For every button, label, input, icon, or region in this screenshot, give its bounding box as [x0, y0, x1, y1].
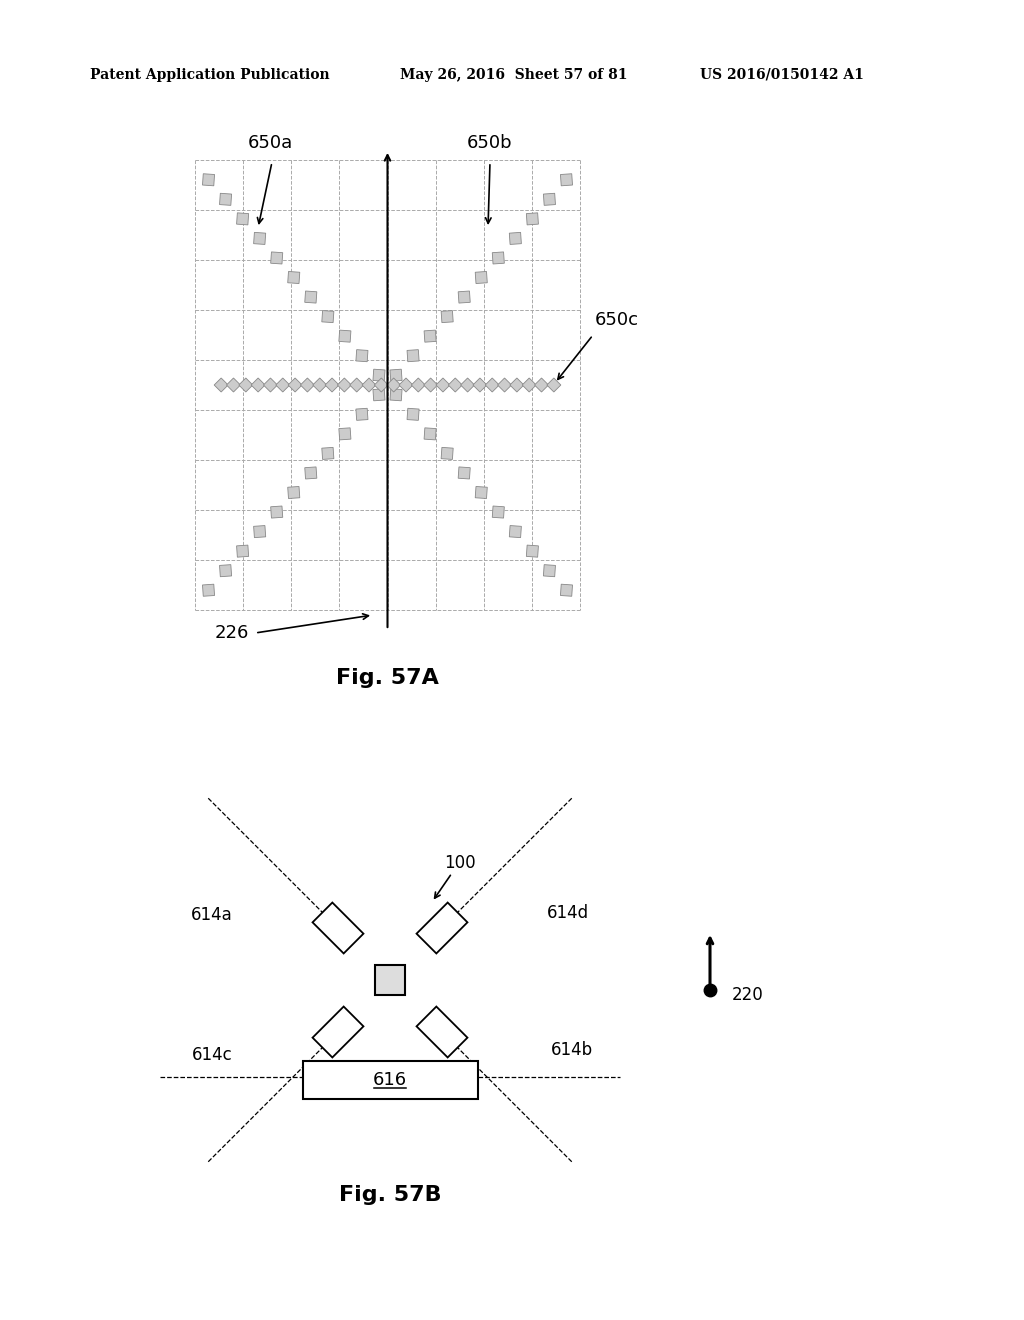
Polygon shape	[237, 545, 249, 557]
Polygon shape	[412, 378, 425, 392]
Polygon shape	[339, 330, 351, 342]
Polygon shape	[417, 903, 467, 953]
Text: 220: 220	[732, 986, 764, 1005]
Text: Fig. 57A: Fig. 57A	[336, 668, 439, 688]
Text: 650c: 650c	[595, 312, 639, 329]
Polygon shape	[356, 408, 368, 420]
Polygon shape	[373, 370, 385, 381]
Polygon shape	[544, 193, 555, 206]
Polygon shape	[203, 585, 215, 597]
Polygon shape	[441, 447, 454, 459]
Polygon shape	[339, 428, 351, 440]
Text: US 2016/0150142 A1: US 2016/0150142 A1	[700, 69, 864, 82]
Polygon shape	[270, 252, 283, 264]
Polygon shape	[337, 378, 351, 392]
Polygon shape	[526, 213, 539, 224]
Text: Fig. 57B: Fig. 57B	[339, 1185, 441, 1205]
Polygon shape	[237, 213, 249, 224]
Text: 650b: 650b	[467, 135, 513, 152]
Polygon shape	[473, 378, 486, 392]
Polygon shape	[560, 174, 572, 186]
Polygon shape	[493, 252, 505, 264]
Polygon shape	[263, 378, 278, 392]
Polygon shape	[547, 378, 561, 392]
Polygon shape	[498, 378, 512, 392]
Text: 614a: 614a	[191, 906, 232, 924]
Text: 616: 616	[373, 1071, 408, 1089]
Text: 614c: 614c	[191, 1045, 232, 1064]
Polygon shape	[219, 193, 231, 206]
Polygon shape	[288, 272, 300, 284]
Polygon shape	[417, 1007, 467, 1057]
Polygon shape	[475, 487, 487, 499]
Polygon shape	[458, 467, 470, 479]
Polygon shape	[325, 378, 339, 392]
Polygon shape	[407, 408, 419, 420]
Polygon shape	[544, 565, 555, 577]
Polygon shape	[493, 506, 505, 517]
Polygon shape	[526, 545, 539, 557]
Text: 226: 226	[215, 624, 249, 642]
Text: 614b: 614b	[551, 1041, 593, 1059]
Polygon shape	[322, 447, 334, 459]
Polygon shape	[390, 389, 402, 401]
Polygon shape	[485, 378, 500, 392]
Polygon shape	[424, 378, 437, 392]
Polygon shape	[449, 378, 462, 392]
Polygon shape	[312, 378, 327, 392]
Polygon shape	[461, 378, 474, 392]
Polygon shape	[270, 506, 283, 517]
Polygon shape	[424, 330, 436, 342]
Polygon shape	[373, 389, 385, 401]
Polygon shape	[535, 378, 549, 392]
Polygon shape	[203, 174, 215, 186]
Polygon shape	[219, 565, 231, 577]
Polygon shape	[254, 525, 265, 537]
Text: 650a: 650a	[248, 135, 293, 152]
Text: 100: 100	[444, 854, 476, 873]
Polygon shape	[560, 585, 572, 597]
Polygon shape	[288, 378, 302, 392]
Polygon shape	[475, 272, 487, 284]
Polygon shape	[312, 903, 364, 953]
Polygon shape	[214, 378, 228, 392]
Polygon shape	[375, 965, 406, 995]
Polygon shape	[509, 232, 521, 244]
Text: 614d: 614d	[547, 904, 589, 921]
Polygon shape	[300, 378, 314, 392]
Polygon shape	[356, 350, 368, 362]
Polygon shape	[387, 378, 400, 392]
Polygon shape	[375, 378, 388, 392]
Polygon shape	[362, 378, 376, 392]
Polygon shape	[251, 378, 265, 392]
Polygon shape	[288, 487, 300, 499]
Polygon shape	[305, 290, 316, 304]
Polygon shape	[441, 310, 454, 322]
Polygon shape	[399, 378, 413, 392]
Polygon shape	[275, 378, 290, 392]
Polygon shape	[390, 370, 402, 381]
Polygon shape	[305, 467, 316, 479]
Polygon shape	[254, 232, 265, 244]
Polygon shape	[458, 290, 470, 304]
Text: Patent Application Publication: Patent Application Publication	[90, 69, 330, 82]
Polygon shape	[350, 378, 364, 392]
Polygon shape	[322, 310, 334, 322]
Polygon shape	[424, 428, 436, 440]
Polygon shape	[509, 525, 521, 537]
Polygon shape	[239, 378, 253, 392]
Polygon shape	[510, 378, 524, 392]
Text: May 26, 2016  Sheet 57 of 81: May 26, 2016 Sheet 57 of 81	[400, 69, 628, 82]
Polygon shape	[436, 378, 450, 392]
Polygon shape	[226, 378, 241, 392]
Polygon shape	[407, 350, 419, 362]
Polygon shape	[522, 378, 537, 392]
Polygon shape	[312, 1007, 364, 1057]
Bar	[302, 1061, 477, 1100]
